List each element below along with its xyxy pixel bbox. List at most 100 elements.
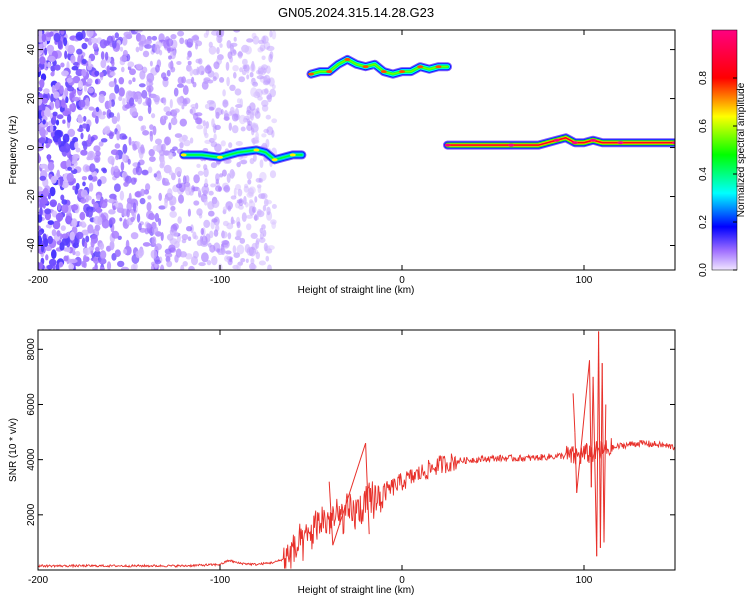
noise-speckle <box>250 63 256 73</box>
noise-speckle <box>203 164 208 171</box>
noise-speckle <box>170 117 178 126</box>
noise-speckle <box>229 84 236 92</box>
colorbar: 0.0 0.2 0.4 0.6 0.8 Normalized spectral ampl… <box>698 29 747 277</box>
noise-speckle <box>80 149 88 156</box>
noise-speckle <box>211 218 218 223</box>
noise-speckle <box>235 141 243 146</box>
noise-speckle <box>99 242 105 250</box>
noise-speckle <box>205 30 210 36</box>
noise-speckle <box>45 143 50 149</box>
noise-speckle <box>48 55 56 63</box>
noise-speckle <box>236 98 241 104</box>
noise-speckle <box>57 202 61 211</box>
noise-speckle <box>271 30 277 40</box>
noise-speckle <box>205 121 209 129</box>
noise-speckle <box>168 169 173 176</box>
noise-speckle <box>241 212 247 223</box>
noise-speckle <box>50 124 54 133</box>
noise-speckle <box>226 40 232 49</box>
noise-speckle <box>128 79 133 85</box>
noise-speckle <box>196 239 203 247</box>
noise-speckle <box>144 39 152 45</box>
noise-speckle <box>65 215 72 225</box>
noise-speckle <box>172 146 178 151</box>
noise-speckle <box>67 44 75 55</box>
noise-speckle <box>71 65 79 71</box>
noise-speckle <box>166 38 174 47</box>
ridge-1-peak <box>271 158 278 162</box>
noise-speckle <box>121 135 128 140</box>
noise-speckle <box>198 262 206 267</box>
noise-speckle <box>145 96 149 106</box>
noise-speckle <box>123 218 128 226</box>
noise-speckle <box>216 34 223 44</box>
noise-speckle <box>84 37 89 42</box>
noise-speckle <box>51 229 57 237</box>
noise-speckle <box>72 96 80 102</box>
ridge-3-peak <box>553 138 560 142</box>
noise-speckle <box>212 76 217 82</box>
noise-speckle <box>61 199 68 205</box>
noise-speckle <box>262 229 267 237</box>
noise-speckle <box>61 233 69 239</box>
noise-speckle <box>174 133 183 139</box>
noise-speckle <box>174 241 180 249</box>
noise-speckle <box>94 70 100 77</box>
noise-speckle <box>60 225 66 232</box>
noise-speckle <box>166 69 171 77</box>
noise-speckle <box>63 255 69 262</box>
noise-speckle <box>177 76 184 85</box>
noise-speckle <box>214 124 221 130</box>
noise-speckle <box>99 39 108 49</box>
noise-speckle <box>148 149 155 157</box>
noise-speckle <box>215 222 220 231</box>
noise-speckle <box>94 51 99 56</box>
noise-speckle <box>268 53 273 63</box>
spectrogram-x-tick-label: -100 <box>210 275 230 286</box>
noise-speckle <box>45 254 49 261</box>
noise-speckle <box>121 36 128 46</box>
noise-speckle <box>61 70 69 77</box>
noise-speckle <box>142 50 150 58</box>
spectrogram-x-tick-label: 0 <box>399 275 405 286</box>
noise-speckle <box>69 140 77 151</box>
ridge-3-peak <box>444 143 451 147</box>
noise-speckle <box>122 248 128 254</box>
noise-speckle <box>243 185 250 193</box>
noise-speckle <box>135 250 143 259</box>
noise-speckle <box>67 86 75 92</box>
noise-speckle <box>233 252 240 258</box>
noise-speckle <box>188 236 192 241</box>
noise-speckle <box>261 99 269 107</box>
noise-speckle <box>51 249 57 260</box>
noise-speckle <box>146 222 152 229</box>
noise-speckle <box>41 33 47 42</box>
noise-speckle <box>83 254 87 264</box>
noise-speckle <box>41 110 45 117</box>
snr-frame <box>37 329 676 571</box>
noise-speckle <box>186 55 190 61</box>
noise-speckle <box>236 244 245 255</box>
noise-speckle <box>237 50 243 59</box>
noise-speckle <box>132 143 137 151</box>
noise-speckle <box>179 142 184 149</box>
noise-speckle <box>154 212 160 223</box>
noise-speckle <box>69 231 75 241</box>
noise-speckle <box>258 39 264 45</box>
noise-speckle <box>247 120 253 126</box>
ridge-2-peak <box>344 57 351 61</box>
noise-speckle <box>96 206 102 214</box>
noise-speckle <box>140 144 145 154</box>
noise-speckle <box>177 83 184 88</box>
noise-speckle <box>123 31 132 37</box>
noise-speckle <box>164 198 168 209</box>
noise-speckle <box>122 171 128 178</box>
noise-speckle <box>193 200 200 206</box>
noise-speckle <box>262 205 267 212</box>
noise-speckle <box>239 160 248 165</box>
noise-speckle <box>116 130 120 141</box>
noise-speckle <box>228 142 233 149</box>
noise-speckle <box>238 114 247 125</box>
noise-speckle <box>169 210 177 218</box>
